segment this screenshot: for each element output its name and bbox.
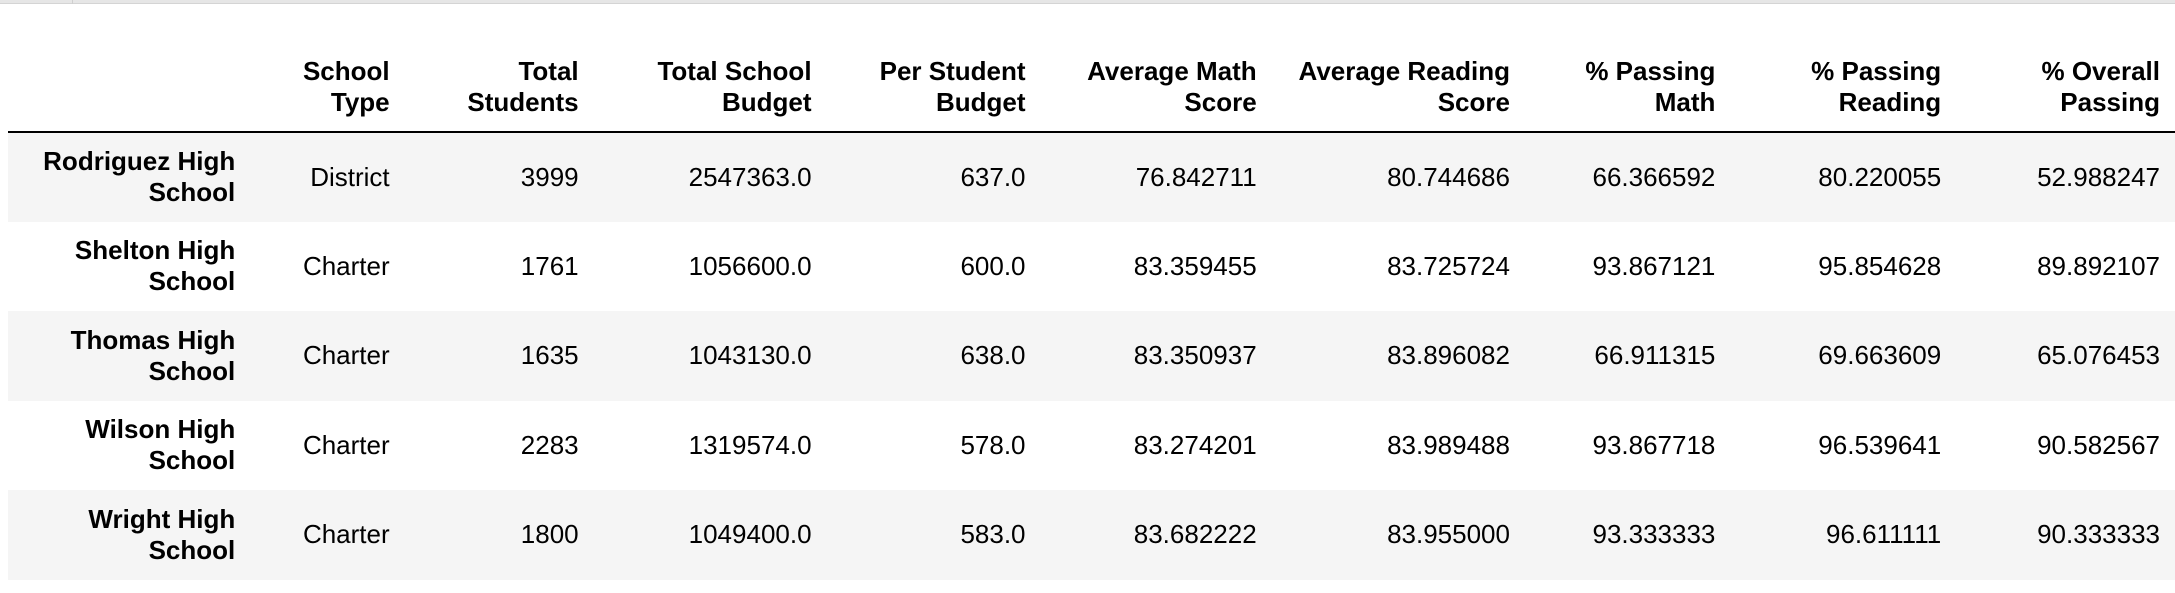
total-students-cell: 1761 xyxy=(520,250,579,281)
per-student-budget-cell: 583.0 xyxy=(960,519,1026,550)
table-row: Wright High School Charter 1800 1049400.0 583… xyxy=(8,490,2175,580)
average-math-score-cell: 83.274201 xyxy=(1133,429,1257,460)
school-summary-dataframe: School Type Total Students Total School Budge… xyxy=(8,52,2175,580)
notebook-cell-divider xyxy=(72,0,73,4)
overall-passing-cell: 90.582567 xyxy=(2037,429,2160,460)
header-row: School Type Total Students Total School Budge… xyxy=(8,52,2175,132)
average-reading-score-header: Average Reading Score xyxy=(1298,56,1510,117)
school-name-cell: Shelton High School xyxy=(74,235,236,297)
total-school-budget-cell: 1049400.0 xyxy=(688,519,812,550)
overall-passing-header: % Overall Passing xyxy=(2041,56,2160,117)
school-type-cell: Charter xyxy=(302,340,390,371)
passing-math-cell: 93.867121 xyxy=(1592,250,1716,281)
per-student-budget-cell: 600.0 xyxy=(960,250,1026,281)
school-type-header: School Type xyxy=(302,56,390,117)
passing-math-cell: 93.867718 xyxy=(1592,429,1716,460)
average-reading-score-cell: 83.955000 xyxy=(1387,519,1510,550)
school-name-cell: Wilson High School xyxy=(85,414,236,476)
per-student-budget-cell: 638.0 xyxy=(960,340,1026,371)
school-name-cell: Wright High School xyxy=(88,503,236,565)
total-students-header: Total Students xyxy=(467,56,579,117)
passing-reading-header: % Passing Reading xyxy=(1811,56,1942,117)
total-students-cell: 1635 xyxy=(520,340,579,371)
total-students-cell: 2283 xyxy=(520,429,579,460)
average-math-score-cell: 83.350937 xyxy=(1133,340,1257,371)
per-student-budget-cell: 637.0 xyxy=(960,161,1026,192)
passing-reading-cell: 69.663609 xyxy=(1818,340,1942,371)
total-students-cell: 3999 xyxy=(520,161,579,192)
passing-math-cell: 93.333333 xyxy=(1592,519,1716,550)
total-school-budget-cell: 1056600.0 xyxy=(688,250,812,281)
passing-reading-cell: 96.611111 xyxy=(1826,519,1942,550)
school-type-cell: District xyxy=(310,161,390,192)
total-school-budget-cell: 1319574.0 xyxy=(688,429,812,460)
passing-math-cell: 66.911315 xyxy=(1594,340,1716,371)
table-row: Thomas High School Charter 1635 1043130.0 638… xyxy=(8,311,2175,401)
overall-passing-cell: 52.988247 xyxy=(2037,161,2160,192)
notebook-cell-top-border xyxy=(0,0,2175,4)
per-student-budget-cell: 578.0 xyxy=(960,429,1026,460)
index-header xyxy=(8,52,235,132)
total-school-budget-cell: 2547363.0 xyxy=(688,161,812,192)
passing-reading-cell: 80.220055 xyxy=(1818,161,1942,192)
overall-passing-cell: 90.333333 xyxy=(2037,519,2160,550)
table-row: Rodriguez High School District 3999 2547363.… xyxy=(8,132,2175,222)
average-reading-score-cell: 83.725724 xyxy=(1387,250,1510,281)
passing-math-header: % Passing Math xyxy=(1585,56,1716,117)
table-row: Wilson High School Charter 2283 1319574.0 578… xyxy=(8,400,2175,490)
school-type-cell: Charter xyxy=(302,250,390,281)
table-body: Rodriguez High School District 3999 2547363.… xyxy=(8,132,2175,580)
average-math-score-cell: 83.359455 xyxy=(1133,250,1257,281)
total-school-budget-cell: 1043130.0 xyxy=(688,340,812,371)
total-school-budget-header: Total School Budget xyxy=(657,56,812,117)
school-type-cell: Charter xyxy=(302,429,390,460)
table-header: School Type Total Students Total School Budge… xyxy=(8,52,2175,132)
passing-reading-cell: 95.854628 xyxy=(1818,250,1942,281)
school-type-cell: Charter xyxy=(302,519,390,550)
average-math-score-cell: 83.682222 xyxy=(1133,519,1257,550)
total-students-cell: 1800 xyxy=(520,519,579,550)
school-name-cell: Thomas High School xyxy=(70,324,236,386)
passing-math-cell: 66.366592 xyxy=(1592,161,1716,192)
passing-reading-cell: 96.539641 xyxy=(1818,429,1942,460)
average-math-score-cell: 76.842711 xyxy=(1135,161,1257,192)
overall-passing-cell: 89.892107 xyxy=(2037,250,2160,281)
school-name-cell: Rodriguez High School xyxy=(43,146,236,208)
per-student-budget-header: Per Student Budget xyxy=(879,56,1026,117)
average-reading-score-cell: 83.896082 xyxy=(1387,340,1510,371)
average-math-score-header: Average Math Score xyxy=(1087,56,1257,117)
table-row: Shelton High School Charter 1761 1056600.0 60… xyxy=(8,221,2175,311)
average-reading-score-cell: 83.989488 xyxy=(1387,429,1510,460)
overall-passing-cell: 65.076453 xyxy=(2037,340,2160,371)
average-reading-score-cell: 80.744686 xyxy=(1387,161,1510,192)
